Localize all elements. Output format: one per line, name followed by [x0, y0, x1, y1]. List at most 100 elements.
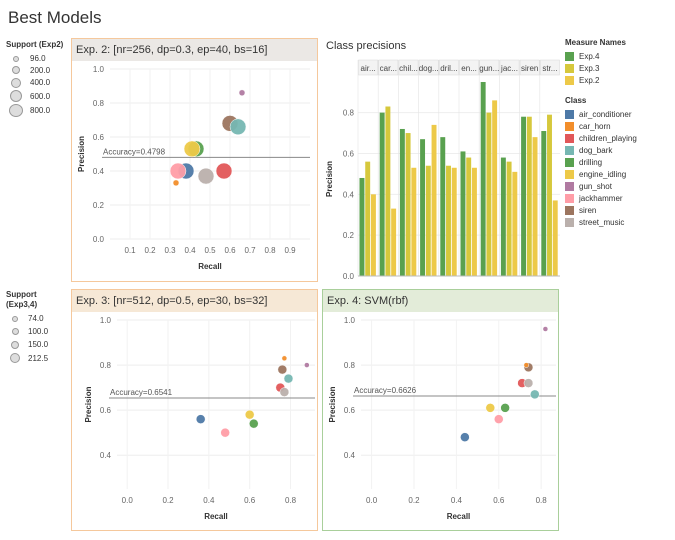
y-tick-label: 0.2	[343, 231, 355, 240]
support-legend-exp2: Support (Exp2) 96.0 200.0 400.0 600.0 80…	[6, 40, 63, 118]
category-label: dril...	[440, 64, 457, 73]
class-legend-item-street-music[interactable]: street_music	[565, 216, 675, 228]
bar-exp-2	[451, 167, 457, 276]
class-legend-item-label: street_music	[579, 217, 625, 227]
y-tick-label: 0.6	[344, 406, 356, 415]
data-point-engine-idling	[183, 140, 201, 158]
data-point-dog-bark	[283, 373, 294, 384]
color-swatch-icon	[565, 121, 574, 131]
x-tick-label: 0.5	[204, 246, 216, 255]
x-tick-label: 0.8	[285, 496, 297, 505]
color-swatch-icon	[565, 217, 574, 227]
size-circle-icon	[12, 66, 20, 74]
color-swatch-icon	[565, 133, 574, 143]
support-legend-exp34-item: 212.5	[6, 351, 48, 365]
class-legend-item-engine-idling[interactable]: engine_idling	[565, 168, 675, 180]
y-tick-label: 1.0	[344, 316, 356, 325]
y-axis-title: Precision	[84, 386, 93, 422]
data-point-car-horn	[281, 355, 288, 362]
size-circle-icon	[13, 55, 19, 62]
support-legend-exp34-item: 150.0	[6, 338, 48, 351]
category-header	[398, 59, 419, 76]
y-tick-label: 0.0	[93, 235, 105, 244]
bar-exp-4	[399, 128, 405, 276]
class-legend-item-dog-bark[interactable]: dog_bark	[565, 144, 675, 156]
bar-exp-2	[431, 124, 437, 276]
color-swatch-icon	[565, 75, 574, 85]
bar-exp-3	[446, 165, 451, 276]
y-tick-label: 0.2	[93, 201, 105, 210]
measure-legend-item-label: Exp.3	[579, 63, 600, 73]
y-tick-label: 0.4	[343, 190, 355, 199]
x-tick-label: 0.0	[366, 496, 378, 505]
measure-legend-item-exp-3[interactable]: Exp.3	[565, 62, 675, 74]
support-legend-exp34-title: Support	[6, 290, 37, 299]
class-legend-item-label: gun_shot	[579, 181, 612, 191]
data-point-air-conditioner	[460, 432, 470, 442]
data-point-gun-shot	[238, 89, 246, 97]
data-point-drilling	[249, 418, 259, 429]
class-legend-item-jackhammer[interactable]: jackhammer	[565, 192, 675, 204]
data-point-drilling	[500, 403, 510, 413]
y-axis-title: Precision	[328, 386, 337, 422]
x-axis-title: Recall	[198, 262, 222, 271]
y-tick-label: 1.0	[93, 65, 105, 74]
bar-exp-2	[411, 167, 417, 276]
data-point-dog-bark	[530, 389, 540, 400]
exp2-scatter-chart: 0.0 0.2 0.4 0.6 0.8 1.0 0.1 0.2 0.3 0.4 0.5 0.6 0.7 0…	[77, 65, 310, 271]
exp2-panel: Exp. 2: [nr=256, dp=0.3, ep=40, bs=16] 0…	[71, 38, 318, 282]
x-tick-label: 0.6	[224, 246, 236, 255]
category-label: chil...	[399, 64, 418, 73]
bar-exp-3	[486, 112, 492, 276]
measure-legend-item-exp-4[interactable]: Exp.4	[565, 50, 675, 62]
x-axis-title: Recall	[447, 512, 471, 521]
color-swatch-icon	[565, 157, 574, 167]
bar-exp-4	[440, 137, 446, 276]
class-legend-item-label: dog_bark	[579, 145, 613, 155]
exp3-panel: Exp. 3: [nr=512, dp=0.5, ep=30, bs=32] 0…	[71, 289, 318, 531]
bar-exp-3	[526, 116, 532, 276]
measure-legend-item-label: Exp.4	[579, 51, 600, 61]
data-point-gun-shot	[542, 326, 549, 332]
size-circle-icon	[11, 340, 19, 349]
data-point-street-music	[197, 167, 215, 185]
category-label: car...	[380, 64, 397, 73]
bar-exp-3	[466, 157, 472, 276]
data-point-air-conditioner	[195, 414, 206, 424]
y-axis-title: Precision	[77, 136, 86, 172]
measure-legend-item-exp-2[interactable]: Exp.2	[565, 74, 675, 86]
class-legend-item-label: engine_idling	[579, 169, 627, 179]
class-legend-item-car-horn[interactable]: car_horn	[565, 120, 675, 132]
bar-exp-4	[460, 151, 466, 276]
category-label: gun...	[479, 64, 499, 73]
data-point-car-horn	[523, 362, 530, 368]
class-legend-item-siren[interactable]: siren	[565, 204, 675, 216]
class-precisions-title: Class precisions	[326, 40, 407, 52]
class-legend-item-drilling[interactable]: drilling	[565, 156, 675, 168]
category-header	[519, 59, 540, 76]
x-tick-label: 0.2	[408, 496, 420, 505]
bar-exp-3	[385, 106, 391, 276]
class-legend-item-children-playing[interactable]: children_playing	[565, 132, 675, 144]
exp4-panel-title: Exp. 4: SVM(rbf)	[323, 290, 558, 312]
category-header	[378, 59, 399, 76]
x-tick-label: 0.7	[244, 246, 256, 255]
exp4-scatter-chart: 0.4 0.6 0.8 1.0 0.0 0.2 0.4 0.6 0.8 Recall Precisi…	[328, 316, 556, 521]
data-point-engine-idling	[485, 403, 496, 413]
y-tick-label: 0.4	[344, 451, 356, 460]
category-header	[479, 59, 500, 76]
category-header	[358, 59, 378, 76]
class-legend-item-gun-shot[interactable]: gun_shot	[565, 180, 675, 192]
class-legend-item-air-conditioner[interactable]: air_conditioner	[565, 108, 675, 120]
y-tick-label: 0.8	[100, 361, 112, 370]
support-legend-exp34: Support (Exp3,4) 74.0 100.0 150.0 212.5	[6, 290, 48, 365]
x-tick-label: 0.4	[184, 246, 196, 255]
color-swatch-icon	[565, 109, 574, 119]
data-point-gun-shot	[304, 362, 310, 368]
bar-exp-3	[365, 161, 371, 276]
x-axis-title: Recall	[204, 512, 228, 521]
x-tick-label: 0.4	[451, 496, 463, 505]
x-tick-label: 0.6	[493, 496, 505, 505]
data-point-engine-idling	[244, 409, 255, 420]
bar-exp-4	[420, 139, 426, 276]
